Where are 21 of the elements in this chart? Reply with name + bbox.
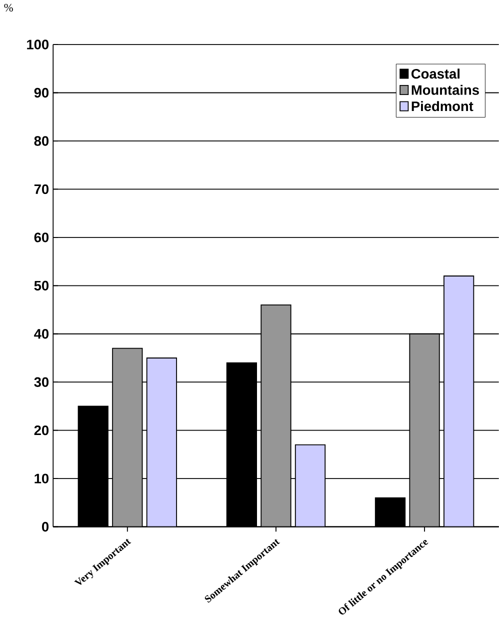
- legend-label: Mountains: [412, 84, 479, 95]
- y-tick-label: 30: [34, 377, 48, 387]
- bar: [409, 333, 440, 527]
- bar: [112, 348, 143, 527]
- y-tick-label: 70: [34, 184, 48, 194]
- bar: [294, 444, 326, 527]
- y-tick-label: 100: [26, 40, 48, 50]
- y-tick-label: 40: [34, 329, 48, 339]
- y-tick-label: 10: [34, 474, 48, 484]
- y-tick-label: 50: [34, 280, 48, 290]
- bar: [146, 358, 177, 527]
- bar: [260, 304, 292, 527]
- bar: [443, 276, 474, 527]
- legend-label: Coastal: [411, 68, 460, 79]
- y-axis-title: %: [4, 4, 13, 12]
- legend-label: Piedmont: [412, 101, 474, 112]
- y-tick-label: 20: [34, 425, 48, 436]
- y-tick-label: 90: [34, 88, 48, 98]
- y-tick-label: 60: [34, 232, 48, 242]
- y-tick-label: 80: [34, 136, 48, 146]
- y-tick-label: 0: [42, 522, 48, 532]
